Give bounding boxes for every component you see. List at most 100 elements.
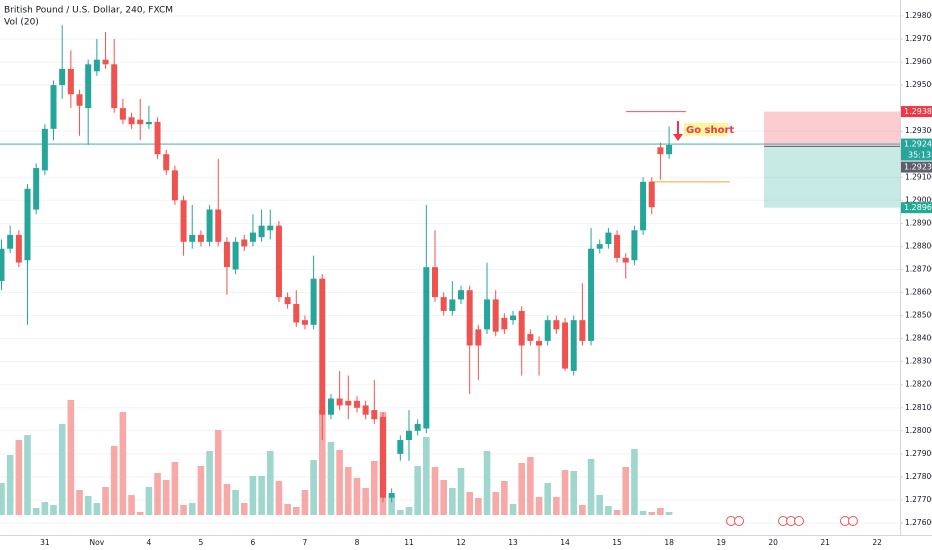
volume-bar <box>353 478 361 515</box>
candle-body <box>579 320 586 341</box>
volume-bar <box>362 488 369 515</box>
volume-bar <box>527 457 534 515</box>
volume-bar <box>327 442 335 515</box>
candle-body <box>128 117 135 125</box>
event-icon <box>848 516 858 526</box>
candle-body <box>432 267 438 298</box>
volume-bar <box>431 467 439 515</box>
y-tick-label: 1.29600 <box>905 57 932 66</box>
y-tick-label: 1.27700 <box>905 495 932 504</box>
x-tick-label: 11 <box>404 538 414 547</box>
volume-bar <box>249 476 257 515</box>
volume-bar <box>15 440 23 515</box>
candle-body <box>510 315 517 321</box>
candle-body <box>171 170 178 201</box>
volume-bar <box>544 483 552 515</box>
x-tick-label: 12 <box>456 538 466 547</box>
volume-bar <box>639 511 647 515</box>
x-tick-label: 7 <box>303 538 308 547</box>
y-tick-label: 1.29100 <box>905 172 932 181</box>
candle-body <box>67 68 74 95</box>
candle-body <box>562 322 569 369</box>
event-icons <box>726 516 858 526</box>
volume-bar <box>284 504 291 515</box>
price-badge-label: 1.29385 <box>904 107 932 116</box>
volume-bar <box>214 430 222 515</box>
candle-body <box>275 225 282 298</box>
volume-bar <box>579 505 586 515</box>
volume-bar <box>50 505 57 515</box>
y-tick-label: 1.28000 <box>905 426 932 435</box>
volume-bar <box>414 466 421 515</box>
candle-body <box>492 299 499 332</box>
volume-bar <box>388 496 395 515</box>
y-tick-label: 1.29700 <box>905 34 932 43</box>
y-tick-label: 1.29000 <box>905 195 932 204</box>
volume-bar <box>162 480 170 515</box>
volume-bar <box>0 483 5 515</box>
candle-body <box>640 181 647 231</box>
candle-body <box>215 209 222 242</box>
candle-body <box>362 405 369 415</box>
y-tick-label: 1.27600 <box>905 518 932 527</box>
volume-bar <box>492 492 499 515</box>
candle-body <box>258 225 265 238</box>
candle-body <box>501 317 508 330</box>
volume-bar <box>266 451 274 515</box>
volume-label: Vol (20) <box>4 18 39 28</box>
y-tick-label: 1.28100 <box>905 403 932 412</box>
volume-bar <box>232 490 239 515</box>
volume-bar <box>145 487 153 515</box>
candle-body <box>119 108 126 120</box>
volume-bar <box>180 505 187 515</box>
y-tick-label: 1.29500 <box>905 80 932 89</box>
candle-body <box>614 234 621 258</box>
price-badge <box>901 106 932 118</box>
volume-bar <box>67 400 75 515</box>
volume-bar <box>440 480 447 515</box>
candle-body <box>405 430 412 441</box>
target-zone <box>764 146 900 208</box>
volume-bar <box>596 495 604 515</box>
candle-body <box>180 200 187 242</box>
candle-body <box>197 234 204 242</box>
annotation-bg <box>684 123 728 136</box>
candle-body <box>388 493 395 498</box>
x-tick-label: 5 <box>199 538 204 547</box>
volume-bar <box>587 459 595 515</box>
volume-bar <box>292 507 300 515</box>
candle-body <box>319 278 326 415</box>
volume-bar <box>154 473 161 515</box>
candle-body <box>284 297 291 305</box>
candle-body <box>85 64 92 109</box>
x-tick-label: 31 <box>40 538 50 547</box>
candle-body <box>397 440 404 454</box>
volume-bar <box>648 512 656 515</box>
y-tick-label: 1.28500 <box>905 311 932 320</box>
volume-bar <box>613 510 621 515</box>
candle-body <box>223 241 230 268</box>
volume-bar <box>206 451 213 515</box>
volume-bar <box>457 468 465 515</box>
y-tick-label: 1.28300 <box>905 357 932 366</box>
price-badge-label: 1.29244 <box>904 140 932 149</box>
volume-bar <box>509 504 517 515</box>
candle-body <box>15 234 22 263</box>
volume-bar <box>535 497 543 515</box>
candle-body <box>527 334 534 341</box>
candle-body <box>414 423 421 431</box>
volume-bar <box>136 512 144 515</box>
candle-body <box>206 209 213 242</box>
short-arrow <box>673 121 683 141</box>
x-tick-label: Nov <box>90 538 105 547</box>
volume-bar <box>657 508 664 515</box>
candle-body <box>622 257 629 263</box>
y-tick-label: 1.28400 <box>905 334 932 343</box>
annotation: Go short <box>686 125 734 136</box>
y-tick-label: 1.29300 <box>905 126 932 135</box>
candle-body <box>536 340 543 346</box>
candle-body <box>440 297 447 311</box>
volume-bar <box>345 467 352 515</box>
candle-body <box>267 225 274 231</box>
candle-body <box>327 398 334 415</box>
